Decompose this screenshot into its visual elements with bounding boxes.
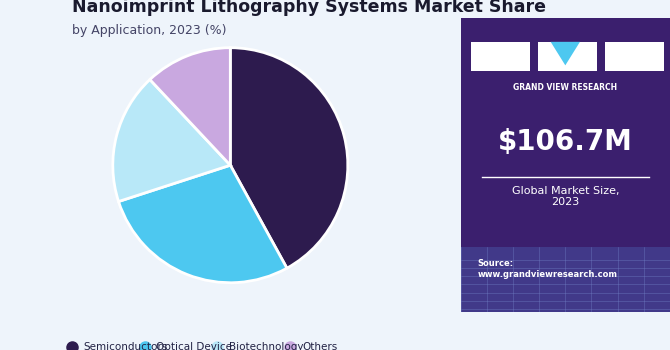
Text: by Application, 2023 (%): by Application, 2023 (%): [72, 24, 226, 37]
FancyBboxPatch shape: [538, 42, 597, 71]
Text: Biotechnology: Biotechnology: [229, 342, 304, 350]
Text: Global Market Size,
2023: Global Market Size, 2023: [512, 186, 619, 208]
Text: $106.7M: $106.7M: [498, 128, 632, 156]
Wedge shape: [113, 79, 230, 202]
Wedge shape: [119, 165, 287, 283]
FancyBboxPatch shape: [471, 42, 530, 71]
Text: Others: Others: [302, 342, 337, 350]
Text: Semiconductors: Semiconductors: [84, 342, 168, 350]
Polygon shape: [551, 42, 580, 65]
Text: Optical Device: Optical Device: [156, 342, 232, 350]
Text: GRAND VIEW RESEARCH: GRAND VIEW RESEARCH: [513, 83, 617, 92]
FancyBboxPatch shape: [461, 18, 670, 312]
Wedge shape: [230, 48, 348, 268]
FancyBboxPatch shape: [461, 247, 670, 312]
Wedge shape: [150, 48, 230, 165]
FancyBboxPatch shape: [605, 42, 664, 71]
Text: Source:
www.grandviewresearch.com: Source: www.grandviewresearch.com: [477, 259, 617, 279]
Text: Nanoimprint Lithography Systems Market Share: Nanoimprint Lithography Systems Market S…: [72, 0, 545, 16]
